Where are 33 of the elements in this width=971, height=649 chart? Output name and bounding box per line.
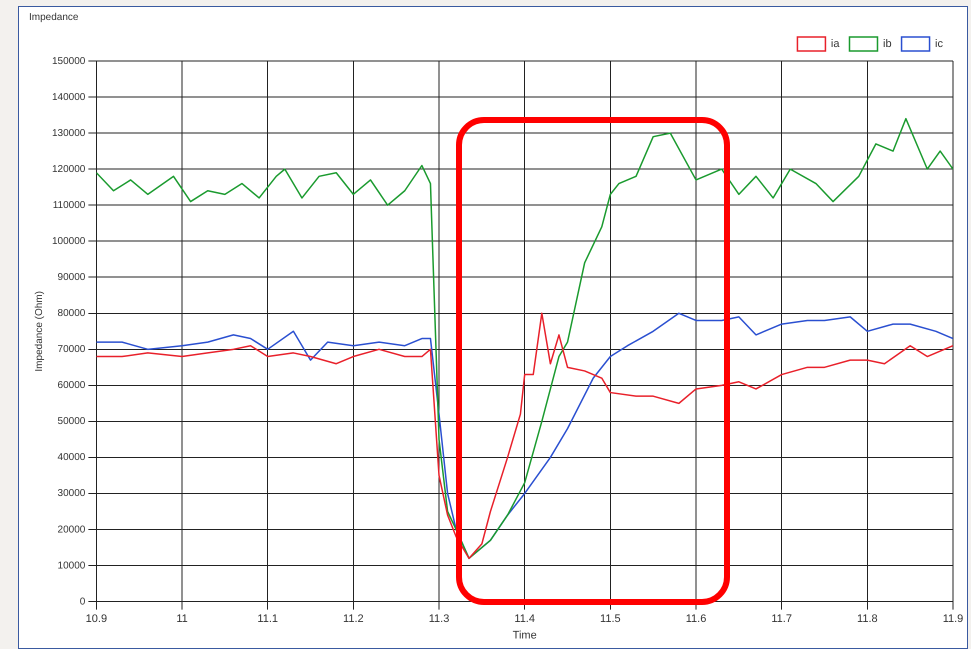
y-tick-label: 150000 — [52, 56, 86, 67]
y-tick-label: 10000 — [58, 560, 86, 572]
y-tick-label: 30000 — [58, 488, 86, 500]
x-tick-label: 11.8 — [857, 613, 878, 626]
x-tick-label: 11.1 — [257, 613, 278, 626]
x-tick-label: 11.7 — [771, 613, 792, 626]
x-tick-label: 10.9 — [86, 613, 108, 626]
y-tick-label: 130000 — [52, 128, 86, 139]
x-tick-label: 11 — [176, 613, 188, 626]
x-tick-label: 11.3 — [428, 613, 450, 626]
legend-label: ib — [882, 38, 892, 50]
x-tick-label: 11.9 — [942, 613, 964, 626]
y-tick-label: 70000 — [58, 344, 86, 356]
y-tick-label: 50000 — [58, 416, 86, 428]
y-tick-label: 120000 — [52, 164, 86, 175]
y-tick-label: 100000 — [52, 236, 86, 247]
y-tick-label: 40000 — [58, 452, 86, 464]
y-tick-label: 0 — [80, 596, 86, 608]
y-tick-label: 90000 — [58, 272, 86, 283]
y-tick-label: 110000 — [52, 200, 86, 211]
legend-label: ia — [830, 38, 840, 50]
x-tick-label: 11.4 — [514, 613, 535, 626]
x-tick-label: 11.5 — [600, 613, 621, 626]
x-tick-label: 11.2 — [343, 613, 364, 626]
y-tick-label: 140000 — [52, 92, 86, 103]
y-tick-label: 60000 — [58, 380, 86, 392]
x-axis-title: Time — [512, 629, 537, 642]
y-tick-label: 80000 — [58, 308, 86, 320]
x-tick-label: 11.6 — [686, 613, 706, 626]
chart-title: Impedance — [29, 12, 79, 23]
legend-label: ic — [935, 38, 944, 50]
y-tick-label: 20000 — [58, 524, 86, 536]
y-axis-title: Impedance (Ohm) — [34, 291, 45, 372]
